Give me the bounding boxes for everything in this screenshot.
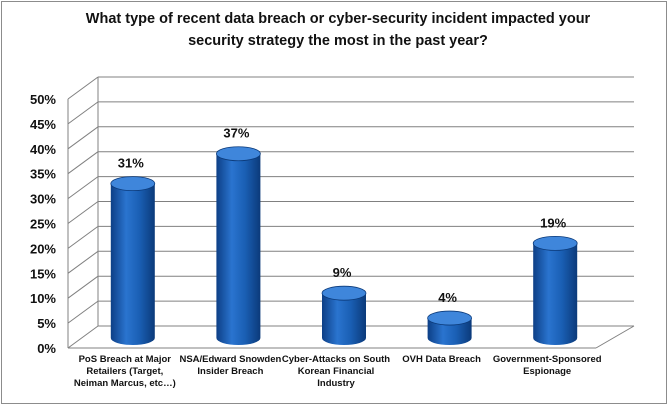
bar-body bbox=[533, 243, 578, 346]
x-tick-label-line: NSA/Edward Snowden bbox=[179, 354, 282, 365]
x-tick-label: PoS Breach at Major Retailers (Target, Nei… bbox=[65, 354, 185, 390]
gridline-side bbox=[67, 201, 99, 224]
chart-title: What type of recent data breach or cyber… bbox=[60, 8, 616, 52]
x-tick-label-line: Cyber-Attacks on South bbox=[281, 354, 391, 365]
y-tick-label: 45% bbox=[30, 117, 56, 132]
y-tick-label: 5% bbox=[37, 316, 56, 331]
x-tick-label-line: Neiman Marcus, etc…) bbox=[73, 378, 176, 389]
bar-top bbox=[110, 176, 156, 192]
data-label: 31% bbox=[118, 156, 144, 171]
y-tick-label: 0% bbox=[37, 341, 56, 356]
chart-title-line-2: security strategy the most in the past y… bbox=[188, 33, 488, 49]
bar bbox=[110, 176, 156, 346]
gridline-side bbox=[67, 126, 99, 150]
bar-body bbox=[110, 183, 155, 346]
gridline-side bbox=[67, 225, 99, 249]
x-tick-label: NSA/Edward Snowden Insider Breach bbox=[170, 354, 290, 378]
gridline-side bbox=[67, 250, 99, 274]
y-tick-label: 15% bbox=[30, 266, 56, 281]
bar-body bbox=[216, 153, 261, 346]
x-tick-label: OVH Data Breach bbox=[382, 354, 502, 366]
gridline-side bbox=[67, 176, 99, 200]
bar-body bbox=[322, 293, 366, 345]
x-tick-label: Government-Sponsored Espionage bbox=[487, 354, 607, 378]
x-tick-label: Cyber-Attacks on South Korean Financial In… bbox=[276, 354, 396, 390]
bar-body bbox=[427, 318, 472, 346]
y-tick-label: 50% bbox=[30, 92, 56, 107]
bar bbox=[427, 310, 473, 346]
data-label: 4% bbox=[438, 290, 457, 305]
bar-top bbox=[215, 146, 261, 162]
x-tick-label-line: Retailers (Target, bbox=[86, 366, 164, 377]
y-tick-label: 35% bbox=[30, 167, 56, 182]
gridline-side bbox=[67, 325, 99, 349]
gridline-side bbox=[67, 101, 99, 125]
gridline-side bbox=[67, 300, 99, 324]
bar bbox=[215, 146, 261, 346]
data-label: 19% bbox=[540, 215, 566, 230]
x-tick-label-line: OVH Data Breach bbox=[402, 354, 481, 365]
y-tick-label: 20% bbox=[30, 241, 56, 256]
gridline-side bbox=[67, 275, 99, 299]
x-tick-label-line: Espionage bbox=[523, 366, 572, 377]
gridline-side bbox=[67, 151, 99, 175]
y-tick-label: 30% bbox=[30, 192, 56, 207]
x-tick-label-line: Insider Breach bbox=[197, 366, 264, 377]
bar-top bbox=[532, 235, 578, 251]
y-axis-ticks: 0% 5% 10% 15% 20% 25% 30% 35% 40% 45% 50% bbox=[30, 92, 56, 356]
gridline-side bbox=[67, 76, 99, 100]
data-label: 37% bbox=[223, 126, 249, 141]
bar bbox=[321, 285, 367, 345]
data-label: 9% bbox=[333, 265, 352, 280]
x-tick-label-line: Industry bbox=[317, 378, 355, 389]
bar-top bbox=[321, 285, 367, 301]
y-tick-label: 40% bbox=[30, 142, 56, 157]
bar-top bbox=[427, 310, 473, 326]
bar bbox=[532, 235, 578, 346]
floor-right-edge bbox=[595, 325, 635, 349]
x-tick-label-line: PoS Breach at Major bbox=[78, 354, 171, 365]
y-tick-label: 25% bbox=[30, 217, 56, 232]
data-labels-layer: 31% 37% 9% 4% 19% bbox=[118, 126, 567, 305]
x-tick-label-line: Government-Sponsored bbox=[492, 354, 602, 365]
bars-layer bbox=[110, 146, 578, 346]
x-tick-label-line: Korean Financial bbox=[297, 366, 375, 377]
chart-title-line-1: What type of recent data breach or cyber… bbox=[85, 11, 591, 27]
y-tick-label: 10% bbox=[30, 291, 56, 306]
